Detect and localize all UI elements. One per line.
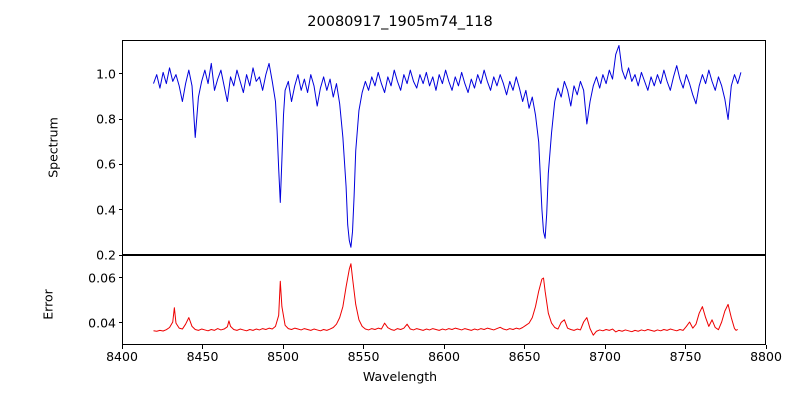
x-tick-label-8650: 8650 bbox=[508, 349, 541, 364]
spectrum-y-tick-mark-0.4 bbox=[118, 209, 122, 211]
spectrum-y-tick-label-0.8: 0.8 bbox=[96, 111, 116, 127]
x-tick-label-8600: 8600 bbox=[428, 349, 460, 364]
spectrum-y-tick-mark-0.6 bbox=[118, 163, 122, 165]
x-tick-mark-8750 bbox=[685, 345, 686, 349]
spectrum-y-tick-mark-1.0 bbox=[118, 73, 122, 75]
error-y-tick-label-0.04: 0.04 bbox=[88, 315, 116, 330]
x-tick-label-8550: 8550 bbox=[347, 349, 380, 364]
x-tick-label-8400: 8400 bbox=[106, 349, 138, 364]
spectrum-plot-panel bbox=[122, 40, 766, 255]
x-tick-mark-8550 bbox=[363, 345, 364, 349]
x-tick-label-8750: 8750 bbox=[669, 349, 702, 364]
spectrum-y-axis-label: Spectrum bbox=[45, 117, 61, 178]
spectrum-y-tick-label-1.0: 1.0 bbox=[96, 66, 116, 82]
error-y-tick-mark-0.06 bbox=[118, 277, 122, 278]
x-tick-label-8700: 8700 bbox=[589, 349, 621, 364]
error-y-axis-label: Error bbox=[40, 289, 56, 320]
spectrum-y-tick-mark-0.2 bbox=[118, 254, 122, 256]
x-axis-label: Wavelength bbox=[362, 369, 438, 384]
spectrum-line-series bbox=[123, 41, 765, 254]
error-y-tick-label-0.06: 0.06 bbox=[88, 270, 116, 285]
x-tick-mark-8800 bbox=[765, 345, 767, 349]
error-plot-panel bbox=[122, 255, 766, 345]
x-tick-mark-8450 bbox=[202, 345, 203, 349]
spectrum-y-tick-label-0.6: 0.6 bbox=[96, 156, 116, 172]
x-tick-mark-8400 bbox=[121, 345, 123, 349]
x-tick-label-8450: 8450 bbox=[186, 349, 219, 364]
error-y-tick-mark-0.04 bbox=[118, 322, 122, 323]
error-line-series bbox=[123, 256, 765, 344]
spectrum-y-tick-mark-0.8 bbox=[118, 118, 122, 120]
spectrum-y-tick-label-0.2: 0.2 bbox=[96, 247, 116, 263]
x-tick-label-8500: 8500 bbox=[267, 349, 299, 364]
spectrum-y-tick-label-0.4: 0.4 bbox=[96, 202, 116, 218]
x-tick-mark-8600 bbox=[443, 345, 445, 349]
x-tick-label-8800: 8800 bbox=[750, 349, 782, 364]
x-tick-mark-8700 bbox=[604, 345, 606, 349]
x-tick-mark-8500 bbox=[282, 345, 284, 349]
page-title: 20080917_1905m74_118 bbox=[307, 14, 493, 30]
x-tick-mark-8650 bbox=[524, 345, 525, 349]
